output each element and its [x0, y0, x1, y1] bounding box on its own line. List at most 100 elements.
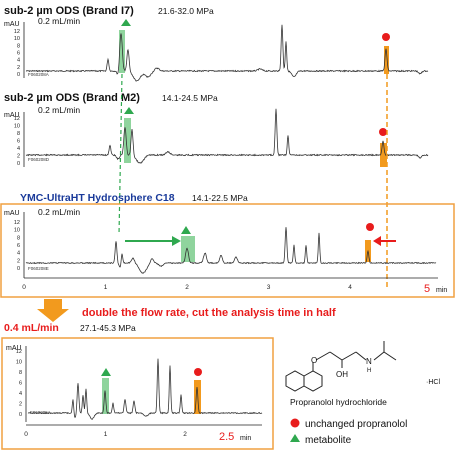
- y-tick-label: 8: [17, 43, 20, 49]
- flow-rate-arrow: [37, 299, 69, 322]
- highlight-box: [0, 203, 455, 298]
- x-tick-labels: 0 1 2 3 4: [22, 284, 352, 291]
- file-code: F060208E: [28, 266, 49, 271]
- metabolite-guide-line: [118, 73, 123, 236]
- x-tick-label: 2: [183, 431, 187, 438]
- legend-triangle-marker: [290, 434, 300, 442]
- propranolol-marker: [382, 33, 390, 41]
- propranolol-shift-arrowhead: [373, 236, 381, 246]
- x-tick-label: 2: [185, 284, 189, 291]
- y-tick-label: 8: [17, 235, 20, 241]
- legend-label: unchanged propranolol: [305, 419, 407, 430]
- legend-circle-marker: [290, 418, 300, 428]
- panel-title: sub-2 µm ODS (Brand I7): [4, 5, 134, 17]
- x-tick-label: 1: [104, 284, 108, 291]
- y-tick-label: 2: [19, 402, 22, 408]
- y-tick-label: 10: [14, 124, 20, 130]
- metabolite-marker: [101, 368, 111, 376]
- metabolite-shift-arrowhead: [172, 236, 181, 246]
- y-axis-label: mAU: [4, 112, 20, 119]
- y-tick-label: 0: [17, 72, 20, 78]
- structure-oxygen: O: [311, 356, 317, 365]
- metabolite-band: [181, 236, 195, 262]
- y-tick-label: 2: [17, 258, 20, 264]
- y-tick-label: 12: [14, 29, 20, 35]
- panel-pressure: 14.1-22.5 MPa: [192, 193, 248, 203]
- chromatogram-trace: [25, 227, 437, 274]
- propranolol-marker: [379, 128, 387, 136]
- propranolol-structure: [285, 341, 397, 392]
- file-code: F060208D: [28, 157, 50, 162]
- structure-oh: OH: [336, 370, 348, 379]
- y-axis-label: mAU: [6, 345, 22, 352]
- chromatogram-trace: [25, 108, 429, 164]
- y-tick-label: 6: [17, 139, 20, 145]
- y-tick-label: 4: [17, 146, 20, 152]
- y-tick-label: 8: [19, 370, 22, 376]
- x-tick-labels: 0 1 2: [24, 431, 187, 438]
- propranolol-band: [384, 46, 389, 74]
- flow-rate-label: 0.2 mL/min: [38, 207, 80, 217]
- y-tick-label: 10: [16, 360, 22, 366]
- y-tick-label: 10: [14, 36, 20, 42]
- panel-ymc-hydrosphere: YMC-UltraHT Hydrosphere C18 14.1-22.5 MP…: [4, 192, 447, 295]
- metabolite-band: [124, 118, 131, 163]
- propranolol-marker: [194, 368, 202, 376]
- compound-name: Propranolol hydrochloride: [290, 397, 387, 407]
- panel-title: YMC-UltraHT Hydrosphere C18: [20, 192, 175, 204]
- structure-hydrogen: H: [367, 368, 371, 374]
- panel-title: 0.4 mL/min: [4, 322, 59, 334]
- y-tick-label: 0: [19, 412, 22, 418]
- x-axis-unit: min: [436, 287, 447, 294]
- y-tick-label: 6: [17, 243, 20, 249]
- panel-brand-i7: sub-2 µm ODS (Brand I7) 21.6-32.0 MPa mA…: [4, 5, 429, 82]
- x-axis-unit: min: [240, 435, 251, 442]
- y-tick-label: 12: [14, 220, 20, 226]
- y-tick-label: 6: [17, 51, 20, 57]
- y-tick-label: 0: [17, 161, 20, 167]
- y-tick-label: 2: [17, 65, 20, 71]
- legend: unchanged propranolol metabolite: [290, 418, 407, 446]
- panel-pressure: 14.1-24.5 MPa: [162, 93, 218, 103]
- chromatogram-trace: [27, 358, 263, 420]
- structure-nitrogen: N: [366, 357, 372, 366]
- y-tick-label: 6: [19, 381, 22, 387]
- flow-rate-label: 0.2 mL/min: [38, 105, 80, 115]
- x-axis-max-label: 5: [424, 283, 430, 295]
- metabolite-marker: [124, 107, 134, 114]
- x-axis-max-label: 2.5: [219, 431, 234, 443]
- y-tick-label: 0: [17, 266, 20, 272]
- x-tick-label: 1: [104, 431, 108, 438]
- metabolite-marker: [121, 19, 131, 26]
- file-code: F060208A: [28, 72, 49, 77]
- y-tick-label: 12: [14, 116, 20, 122]
- highlight-box: [1, 337, 274, 450]
- metabolite-marker: [181, 226, 191, 234]
- panel-pressure: 27.1-45.3 MPa: [80, 323, 136, 333]
- y-axis-label: mAU: [4, 21, 20, 28]
- y-tick-label: 10: [14, 228, 20, 234]
- flow-rate-label: 0.2 mL/min: [38, 16, 80, 26]
- panel-brand-m2: sub-2 µm ODS (Brand M2) 14.1-24.5 MPa mA…: [4, 92, 429, 167]
- flow-rate-caption: double the flow rate, cut the analysis t…: [82, 307, 336, 319]
- propranolol-marker: [366, 223, 374, 231]
- y-tick-label: 8: [17, 131, 20, 137]
- y-tick-label: 4: [17, 58, 20, 64]
- x-tick-label: 0: [22, 284, 26, 291]
- structure-hcl: ·HCl: [426, 379, 440, 386]
- x-tick-label: 3: [267, 284, 271, 291]
- propranolol-band: [380, 143, 387, 167]
- chromatogram-trace: [25, 24, 429, 82]
- y-tick-label: 12: [16, 349, 22, 355]
- panel-pressure: 21.6-32.0 MPa: [158, 6, 214, 16]
- panel-title: sub-2 µm ODS (Brand M2): [4, 92, 140, 104]
- x-tick-label: 4: [348, 284, 352, 291]
- y-tick-labels: 12 10 8 6 4 2 0: [16, 349, 22, 418]
- y-tick-label: 4: [17, 251, 20, 257]
- y-tick-label: 4: [19, 391, 22, 397]
- y-tick-label: 2: [17, 154, 20, 160]
- x-tick-label: 0: [24, 431, 28, 438]
- y-tick-labels: 12 108 64 20: [14, 116, 20, 167]
